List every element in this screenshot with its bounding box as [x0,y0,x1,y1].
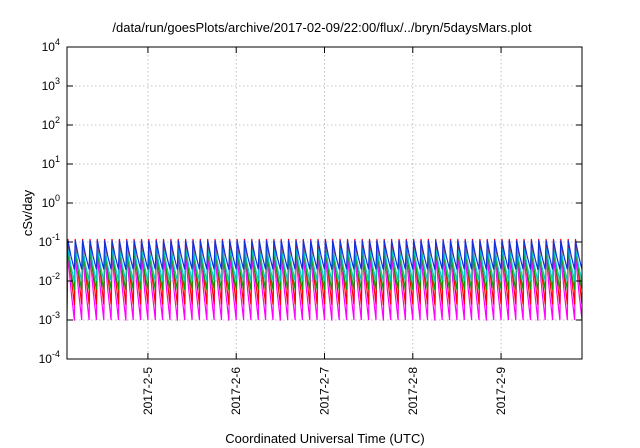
axis-ticks: 10-4 10-3 10-2 10-1 100 101 102 103 104 2017-2-5 2… [39,37,582,415]
series-line [67,250,582,291]
series-line [67,247,582,282]
plot-series [67,238,582,321]
y-tick-label: 10-2 [39,271,60,288]
x-tick-label: 2017-2-6 [229,367,243,415]
x-tick-label: 2017-2-7 [318,367,332,415]
y-tick-label: 100 [42,193,60,210]
y-tick-label: 104 [42,37,60,54]
y-tick-label: 10-4 [39,349,60,366]
x-tick-label: 2017-2-9 [494,367,508,415]
y-axis-label: cSv/day [20,189,35,236]
chart-title: /data/run/goesPlots/archive/2017-02-09/2… [112,20,532,35]
y-tick-label: 10-1 [39,232,60,249]
y-tick-label: 103 [42,76,60,93]
x-tick-label: 2017-2-8 [406,367,420,415]
x-axis-label: Coordinated Universal Time (UTC) [225,431,424,446]
y-tick-label: 101 [42,154,60,171]
series-line [67,240,582,270]
y-tick-label: 10-3 [39,310,60,327]
series-line [67,253,582,321]
plot-frame [66,46,583,360]
y-tick-label: 102 [42,115,60,132]
x-tick-label: 2017-2-5 [141,367,155,415]
